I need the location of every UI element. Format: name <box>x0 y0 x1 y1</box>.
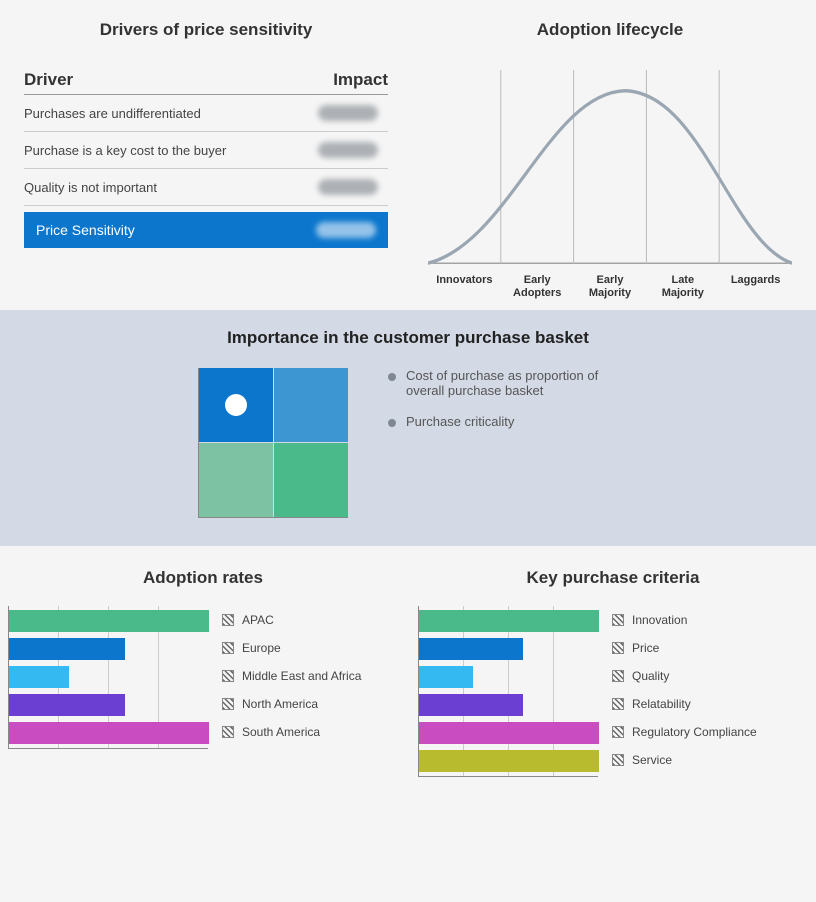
importance-quadrant-chart <box>198 368 348 518</box>
purchase-criteria-title: Key purchase criteria <box>418 568 808 588</box>
legend-label: Price <box>632 641 659 655</box>
bar <box>9 722 209 744</box>
drivers-col-impact: Impact <box>333 70 388 90</box>
drivers-summary-impact-blurred <box>316 222 376 238</box>
drivers-title: Drivers of price sensitivity <box>24 20 388 40</box>
drivers-cell-impact <box>318 179 388 195</box>
lifecycle-segment-label: LateMajority <box>646 274 719 300</box>
legend-swatch-icon <box>222 642 234 654</box>
drivers-row: Quality is not important <box>24 169 388 206</box>
bar <box>419 638 523 660</box>
lifecycle-panel: Adoption lifecycle InnovatorsEarlyAdopte… <box>428 20 792 300</box>
legend-label: South America <box>242 725 320 739</box>
adoption-rates-legend: APAC Europe Middle East and Africa North Am… <box>222 606 361 746</box>
bar <box>9 694 125 716</box>
lifecycle-title: Adoption lifecycle <box>428 20 792 40</box>
drivers-summary-label: Price Sensitivity <box>36 222 316 238</box>
importance-legend: Cost of purchase as proportion of overal… <box>388 368 618 445</box>
legend-text: Cost of purchase as proportion of overal… <box>406 368 618 398</box>
quadrant-cell <box>274 443 348 517</box>
bar-legend-item: Quality <box>612 662 757 690</box>
legend-swatch-icon <box>612 670 624 682</box>
bar-legend-item: Middle East and Africa <box>222 662 361 690</box>
legend-label: Regulatory Compliance <box>632 725 757 739</box>
bar <box>419 666 473 688</box>
bar-legend-item: North America <box>222 690 361 718</box>
lifecycle-chart: InnovatorsEarlyAdoptersEarlyMajorityLate… <box>428 70 792 300</box>
bar <box>419 694 523 716</box>
importance-legend-item: Cost of purchase as proportion of overal… <box>388 368 618 398</box>
bar <box>419 722 599 744</box>
bar <box>9 610 209 632</box>
drivers-table: Driver Impact Purchases are undifferenti… <box>24 70 388 248</box>
impact-blurred <box>318 142 378 158</box>
purchase-criteria-panel: Key purchase criteria Innovation Price Qua… <box>418 568 808 777</box>
bar <box>9 666 69 688</box>
drivers-cell-impact <box>318 142 388 158</box>
legend-swatch-icon <box>222 614 234 626</box>
legend-dot-icon <box>388 419 396 427</box>
legend-text: Purchase criticality <box>406 414 514 429</box>
lifecycle-labels: InnovatorsEarlyAdoptersEarlyMajorityLate… <box>428 274 792 300</box>
lifecycle-segment-label: EarlyMajority <box>574 274 647 300</box>
drivers-row: Purchases are undifferentiated <box>24 95 388 132</box>
bar <box>9 638 125 660</box>
drivers-row: Purchase is a key cost to the buyer <box>24 132 388 169</box>
legend-label: Service <box>632 753 672 767</box>
legend-swatch-icon <box>612 614 624 626</box>
legend-label: North America <box>242 697 318 711</box>
bar-legend-item: Innovation <box>612 606 757 634</box>
importance-title: Importance in the customer purchase bask… <box>0 328 816 348</box>
importance-legend-item: Purchase criticality <box>388 414 618 429</box>
drivers-summary-row: Price Sensitivity <box>24 212 388 248</box>
bar-legend-item: Relatability <box>612 690 757 718</box>
impact-blurred <box>318 179 378 195</box>
bar-legend-item: APAC <box>222 606 361 634</box>
legend-swatch-icon <box>222 698 234 710</box>
legend-label: Relatability <box>632 697 691 711</box>
bar-legend-item: South America <box>222 718 361 746</box>
bar-legend-item: Price <box>612 634 757 662</box>
quadrant-cell <box>274 368 348 442</box>
bar <box>419 610 599 632</box>
legend-swatch-icon <box>222 726 234 738</box>
lifecycle-segment-label: Innovators <box>428 274 501 300</box>
drivers-col-driver: Driver <box>24 70 333 90</box>
bar-legend-item: Europe <box>222 634 361 662</box>
drivers-cell-impact <box>318 105 388 121</box>
purchase-criteria-legend: Innovation Price Quality Relatability Regula… <box>612 606 757 774</box>
legend-swatch-icon <box>222 670 234 682</box>
purchase-criteria-chart <box>418 606 598 777</box>
lifecycle-segment-label: EarlyAdopters <box>501 274 574 300</box>
legend-label: Europe <box>242 641 281 655</box>
bar-legend-item: Regulatory Compliance <box>612 718 757 746</box>
legend-label: APAC <box>242 613 274 627</box>
legend-label: Middle East and Africa <box>242 669 361 683</box>
legend-swatch-icon <box>612 726 624 738</box>
adoption-rates-chart <box>8 606 208 749</box>
legend-dot-icon <box>388 373 396 381</box>
drivers-cell-driver: Purchases are undifferentiated <box>24 106 318 121</box>
legend-swatch-icon <box>612 754 624 766</box>
adoption-rates-panel: Adoption rates APAC Europe Middle East and… <box>8 568 398 777</box>
drivers-cell-driver: Quality is not important <box>24 180 318 195</box>
impact-blurred <box>318 105 378 121</box>
bar-legend-item: Service <box>612 746 757 774</box>
drivers-cell-driver: Purchase is a key cost to the buyer <box>24 143 318 158</box>
legend-swatch-icon <box>612 642 624 654</box>
legend-label: Innovation <box>632 613 687 627</box>
importance-marker <box>225 394 247 416</box>
importance-panel: Importance in the customer purchase bask… <box>0 310 816 546</box>
drivers-header: Driver Impact <box>24 70 388 95</box>
legend-label: Quality <box>632 669 669 683</box>
drivers-panel: Drivers of price sensitivity Driver Impa… <box>24 20 388 300</box>
lifecycle-segment-label: Laggards <box>719 274 792 300</box>
adoption-rates-title: Adoption rates <box>8 568 398 588</box>
bar <box>419 750 599 772</box>
legend-swatch-icon <box>612 698 624 710</box>
quadrant-cell <box>199 443 273 517</box>
